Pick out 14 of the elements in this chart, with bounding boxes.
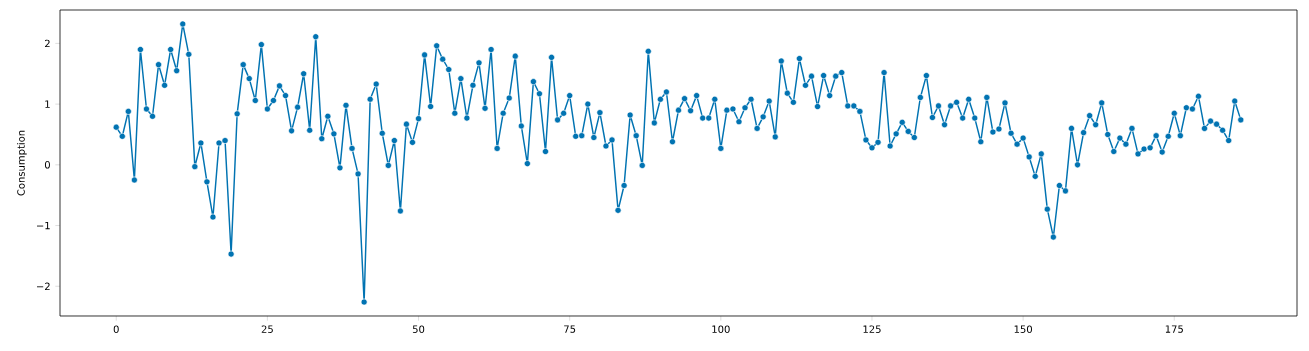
y-axis-title: Consumption (17, 130, 27, 196)
y-tick-label: −2 (36, 282, 50, 290)
y-tick-label: −1 (36, 221, 50, 230)
x-tick-label: 75 (564, 325, 576, 333)
x-tick-label: 150 (1014, 325, 1032, 333)
x-tick-label: 0 (113, 325, 119, 333)
x-tick-label: 25 (261, 325, 273, 333)
x-tick-label: 125 (863, 325, 881, 333)
y-tick-label: 2 (45, 39, 50, 48)
x-tick-label: 50 (412, 325, 425, 333)
x-tick-label: 175 (1165, 325, 1183, 333)
y-tick-label: 0 (44, 161, 50, 169)
x-tick-label: 100 (712, 325, 730, 333)
y-tick-label: 1 (45, 100, 50, 108)
